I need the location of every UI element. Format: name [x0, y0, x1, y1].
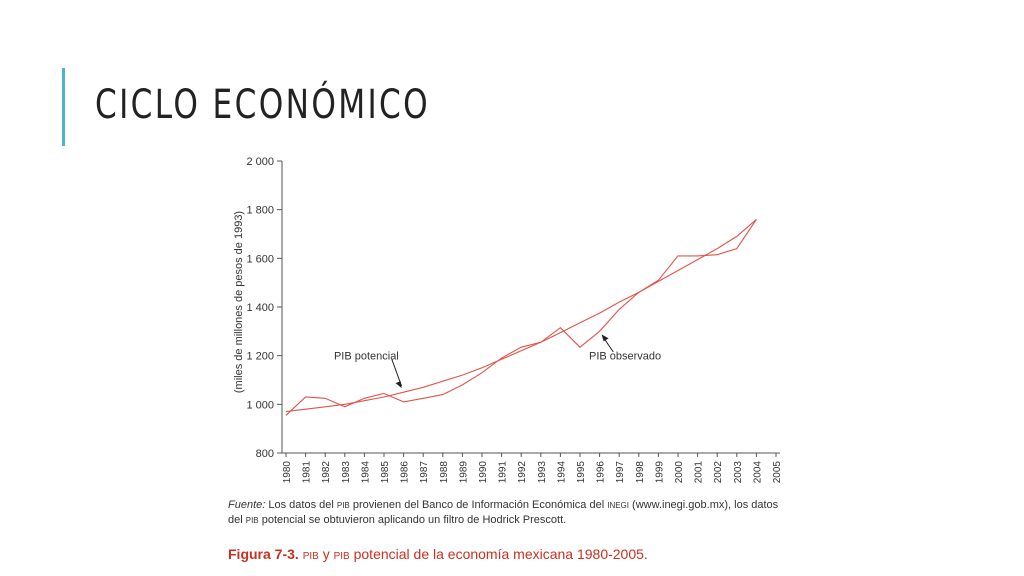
gdp-line-chart: 800 1 000 1 200 1 400 1 600 1 800 2 000 1980 198…: [233, 156, 783, 484]
x-tick-label: 1999: [654, 461, 665, 484]
x-tick-label: 2001: [694, 461, 705, 484]
figure-mid: y: [318, 546, 334, 562]
figure-label: Figura 7-3.: [228, 546, 299, 562]
x-tick-label: 1989: [458, 461, 469, 484]
y-tick-label: 2 000: [246, 156, 274, 168]
x-tick-label: 1985: [380, 461, 391, 484]
x-tick-label: 1998: [635, 461, 646, 484]
slide-title: CICLO ECONÓMICO: [95, 82, 431, 128]
annotation-arrowhead-potencial: [395, 381, 402, 389]
y-tick-label: 1 600: [246, 253, 274, 265]
x-tick-label: 1995: [576, 461, 587, 484]
x-tick-label: 2005: [772, 461, 783, 484]
caption-sc-2: INEGI: [607, 501, 629, 510]
x-tick-label: 1986: [400, 461, 411, 484]
x-tick-label: 1997: [615, 461, 626, 484]
x-tick-label: 1993: [537, 461, 548, 484]
y-tick-label: 1 200: [246, 351, 274, 363]
caption-sc-3: PIB: [245, 516, 259, 525]
x-tick-label: 1980: [282, 461, 293, 484]
x-tick-label: 1987: [419, 461, 430, 484]
caption-fuente-label: Fuente:: [228, 499, 266, 511]
x-tick-label: 2003: [733, 461, 744, 484]
x-tick-label: 1981: [302, 461, 313, 484]
x-tick-label: 1983: [341, 461, 352, 484]
y-tick-label: 1 800: [246, 205, 274, 217]
x-tick-label: 2000: [674, 461, 685, 484]
figure-title: Figura 7-3. PIB y PIB potencial de la ec…: [228, 546, 648, 562]
caption-text-3: (www.inegi.gob.mx), los datos del: [228, 499, 779, 526]
x-tick-label: 1984: [360, 461, 371, 484]
figure-sc-1: PIB: [302, 551, 319, 562]
figure-sc-2: PIB: [333, 551, 350, 562]
y-tick-label: 1 400: [246, 302, 274, 314]
y-tick-label: 800: [256, 448, 274, 460]
x-tick-label: 1994: [556, 461, 567, 484]
caption-text-1: Los datos del: [265, 499, 337, 511]
x-tick-label: 1992: [517, 461, 528, 484]
series-line-pib-observado: [285, 219, 757, 416]
x-tick-label: 1991: [498, 461, 509, 484]
y-tick-label: 1 000: [246, 399, 274, 411]
x-tick-label: 1996: [596, 461, 607, 484]
figure-rest: potencial de la economía mexicana 1980-2…: [349, 546, 648, 562]
caption-text-4: potencial se obtuvieron aplicando un fil…: [258, 514, 567, 526]
x-tick-label: 2002: [713, 461, 724, 484]
x-tick-label: 2004: [752, 461, 763, 484]
x-tick-label: 1982: [321, 461, 332, 484]
annotation-pib-potencial: PIB potencial: [334, 351, 399, 363]
x-tick-label: 1990: [478, 461, 489, 484]
x-tick-label: 1988: [439, 461, 450, 484]
source-caption: Fuente: Los datos del PIB provienen del …: [228, 498, 793, 528]
annotation-arrowhead-observado: [601, 334, 609, 342]
y-axis-label: (miles de millones de pesos de 1993): [233, 211, 245, 393]
annotation-pib-observado: PIB observado: [589, 351, 661, 363]
caption-text-2: provienen del Banco de Información Econó…: [349, 499, 608, 511]
caption-sc-1: PIB: [336, 501, 350, 510]
title-accent-bar: [62, 68, 65, 146]
series-line-pib-potencial: [285, 218, 757, 413]
